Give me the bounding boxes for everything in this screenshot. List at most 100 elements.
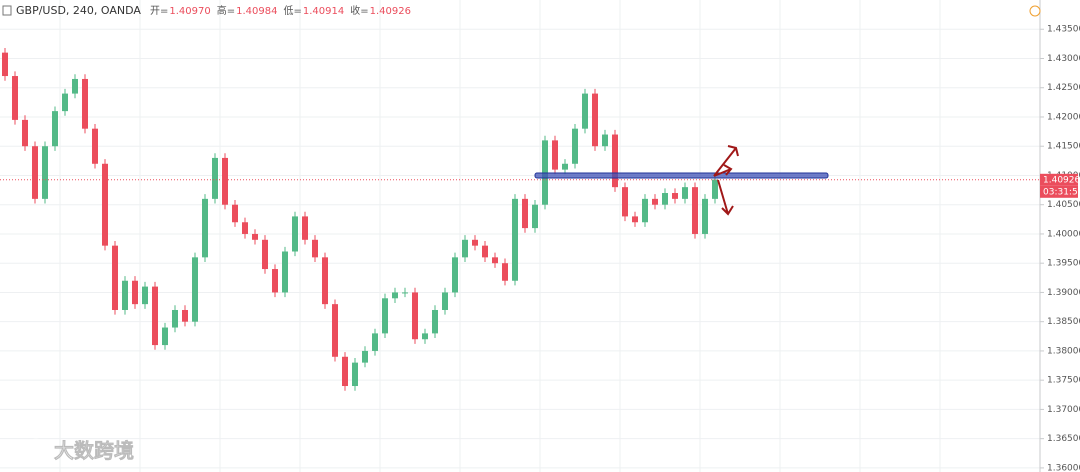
candle-body — [622, 187, 628, 217]
y-tick-label: 1.41500 — [1047, 142, 1080, 152]
candle-body — [142, 286, 148, 305]
candle-body — [462, 239, 468, 258]
candle-body — [532, 204, 538, 229]
candle-body — [592, 93, 598, 147]
candle-body — [202, 198, 208, 258]
candle-body — [112, 245, 118, 310]
candle-body — [212, 157, 218, 199]
candle-body — [312, 239, 318, 258]
candle-body — [492, 257, 498, 264]
y-tick-label: 1.39000 — [1047, 288, 1080, 298]
y-tick-label: 1.36500 — [1047, 434, 1080, 444]
candle-body — [602, 134, 608, 147]
symbol: GBP/USD, 240, OANDA — [16, 4, 141, 17]
candle-body — [632, 216, 638, 223]
candle-body — [192, 257, 198, 322]
candle-body — [252, 233, 258, 240]
candle-body — [672, 193, 678, 199]
y-tick-label: 1.36000 — [1047, 463, 1080, 472]
candle-body — [502, 263, 508, 281]
candle-body — [222, 157, 228, 205]
candle-body — [652, 198, 658, 205]
collapse-icon[interactable] — [2, 5, 12, 16]
info-name: 低= — [284, 4, 302, 17]
watermark-logo — [11, 438, 44, 465]
candle-body — [372, 333, 378, 351]
candle-body — [412, 292, 418, 340]
candle-body — [82, 78, 88, 129]
candle-body — [662, 193, 668, 205]
candle-body — [362, 350, 368, 363]
candle-body — [262, 239, 268, 270]
y-tick-label: 1.42000 — [1047, 112, 1080, 122]
candle-body — [512, 198, 518, 281]
y-tick-label: 1.40500 — [1047, 200, 1080, 210]
info-value: 1.40984 — [236, 6, 277, 17]
y-tick-label: 1.37500 — [1047, 376, 1080, 386]
candle-body — [152, 286, 158, 346]
candle-body — [122, 280, 128, 310]
candle-body — [102, 163, 108, 246]
candle-body — [2, 52, 8, 77]
countdown: 03:31:51 — [1043, 187, 1080, 197]
info-value: 1.40970 — [169, 6, 210, 17]
candle-body — [642, 198, 648, 223]
candle-body — [562, 163, 568, 170]
candle-body — [92, 128, 98, 164]
candle-body — [522, 198, 528, 229]
candle-body — [692, 187, 698, 234]
candle-body — [132, 280, 138, 305]
candle-body — [32, 146, 38, 199]
y-tick-label: 1.39500 — [1047, 259, 1080, 269]
candle-body — [572, 128, 578, 164]
y-tick-label: 1.38500 — [1047, 317, 1080, 327]
candle-body — [182, 309, 188, 322]
candle-body — [392, 292, 398, 299]
y-tick-label: 1.40000 — [1047, 229, 1080, 239]
candle-body — [452, 257, 458, 293]
info-value: 1.40914 — [303, 6, 344, 17]
candle-body — [272, 269, 278, 293]
candle-body — [22, 119, 28, 147]
candle-body — [42, 146, 48, 199]
candle-body — [232, 204, 238, 223]
y-tick-label: 1.43000 — [1047, 54, 1080, 64]
candle-body — [552, 140, 558, 170]
candle-body — [432, 309, 438, 334]
countdown-box — [1040, 185, 1078, 198]
candle-body — [682, 187, 688, 199]
candle-body — [322, 257, 328, 305]
candle-body — [332, 304, 338, 357]
candle-body — [352, 362, 358, 387]
info-name: 高= — [217, 4, 235, 17]
candle-body — [472, 239, 478, 246]
y-tick-label: 1.37000 — [1047, 405, 1080, 415]
y-tick-label: 1.38000 — [1047, 346, 1080, 356]
info-name: 开= — [150, 6, 168, 17]
y-tick-label: 1.43500 — [1047, 25, 1080, 35]
candle-body — [72, 78, 78, 94]
candle-body — [612, 134, 618, 188]
candle-body — [302, 216, 308, 240]
candle-body — [52, 111, 58, 147]
candle-body — [242, 222, 248, 234]
candle-body — [282, 251, 288, 293]
candle-body — [342, 356, 348, 387]
horizontal-line — [534, 172, 829, 179]
candle-body — [292, 216, 298, 252]
candle-body — [482, 245, 488, 258]
vertical-grid — [59, 0, 941, 472]
info-name: 收= — [350, 4, 368, 17]
candle-body — [702, 198, 708, 234]
candle-body — [382, 298, 388, 334]
watermark: 大数跨境 — [54, 439, 134, 463]
candle-body — [582, 93, 588, 129]
candle-body — [162, 327, 168, 346]
last-price-box — [1040, 173, 1078, 186]
y-tick-label: 1.42500 — [1047, 83, 1080, 93]
info-value: 1.40926 — [370, 6, 411, 17]
alert-icon[interactable] — [1029, 5, 1041, 17]
candle-body — [402, 292, 408, 294]
